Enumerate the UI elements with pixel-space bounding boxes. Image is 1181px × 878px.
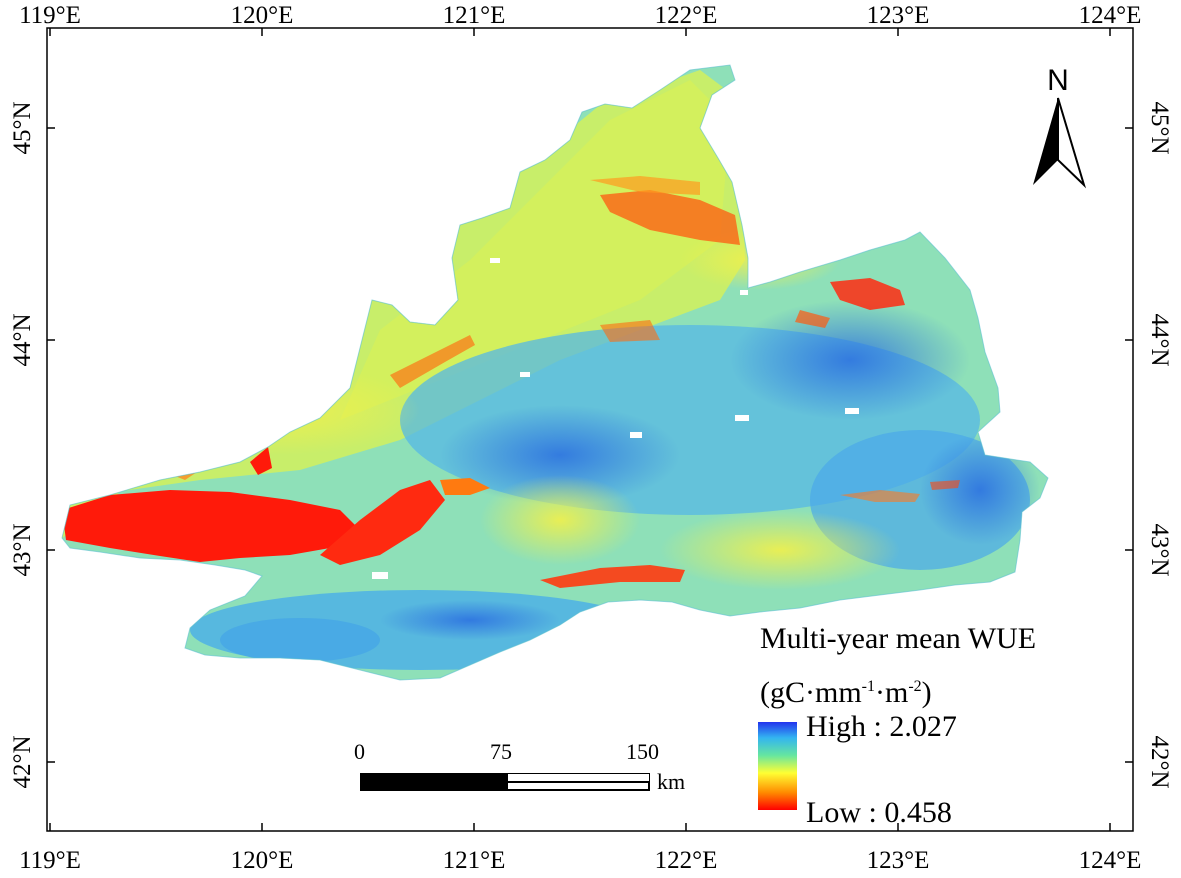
region-outline (61, 64, 1049, 681)
legend-title: Multi-year mean WUE (760, 622, 1037, 655)
scale-unit-label: km (657, 769, 686, 794)
lon-label-top: 121°E (443, 2, 506, 29)
side-ticks (47, 127, 1133, 763)
scale-bar (360, 773, 650, 791)
legend-low-label: Low : 0.458 (806, 796, 952, 829)
north-arrow-icon: N (1033, 64, 1087, 189)
lon-label-bottom: 122°E (655, 847, 718, 874)
lon-label-top: 119°E (19, 2, 81, 29)
legend-unit: (gC·mm-1·m-2) (760, 670, 932, 710)
lon-label-bottom: 121°E (443, 847, 506, 874)
scale-label-0: 0 (354, 739, 365, 764)
legend-unit-exp2: -2 (908, 678, 922, 695)
lat-label-left: 42°N (9, 735, 36, 788)
lon-label-top: 123°E (867, 2, 930, 29)
lon-label-bottom: 120°E (231, 847, 294, 874)
legend-unit-exp1: -1 (861, 678, 875, 695)
scale-label-75: 75 (490, 739, 512, 764)
lon-label-bottom: 123°E (867, 847, 930, 874)
lat-label-right: 42°N (1146, 735, 1173, 788)
lon-label-top: 124°E (1079, 2, 1142, 29)
lat-label-right: 45°N (1146, 101, 1173, 154)
lon-label-top: 122°E (655, 2, 718, 29)
lat-label-left: 44°N (9, 313, 36, 366)
lat-label-left: 45°N (9, 101, 36, 154)
lat-label-left: 43°N (9, 523, 36, 576)
lon-label-bottom: 119°E (19, 847, 81, 874)
lat-label-right: 43°N (1146, 523, 1173, 576)
lon-label-bottom: 124°E (1079, 847, 1142, 874)
lat-label-right: 44°N (1146, 313, 1173, 366)
legend-unit-mid: ·m (875, 676, 909, 709)
legend-unit-prefix: (gC·mm (760, 676, 862, 709)
bottom-ticks (49, 823, 1111, 831)
top-ticks (49, 28, 1111, 36)
legend-color-ramp (758, 722, 797, 810)
legend-high-label: High : 2.027 (806, 710, 957, 743)
lon-label-top: 120°E (231, 2, 294, 29)
scale-label-150: 150 (626, 739, 659, 764)
legend-unit-suffix: ) (921, 676, 932, 709)
north-arrow-label: N (1047, 64, 1069, 97)
